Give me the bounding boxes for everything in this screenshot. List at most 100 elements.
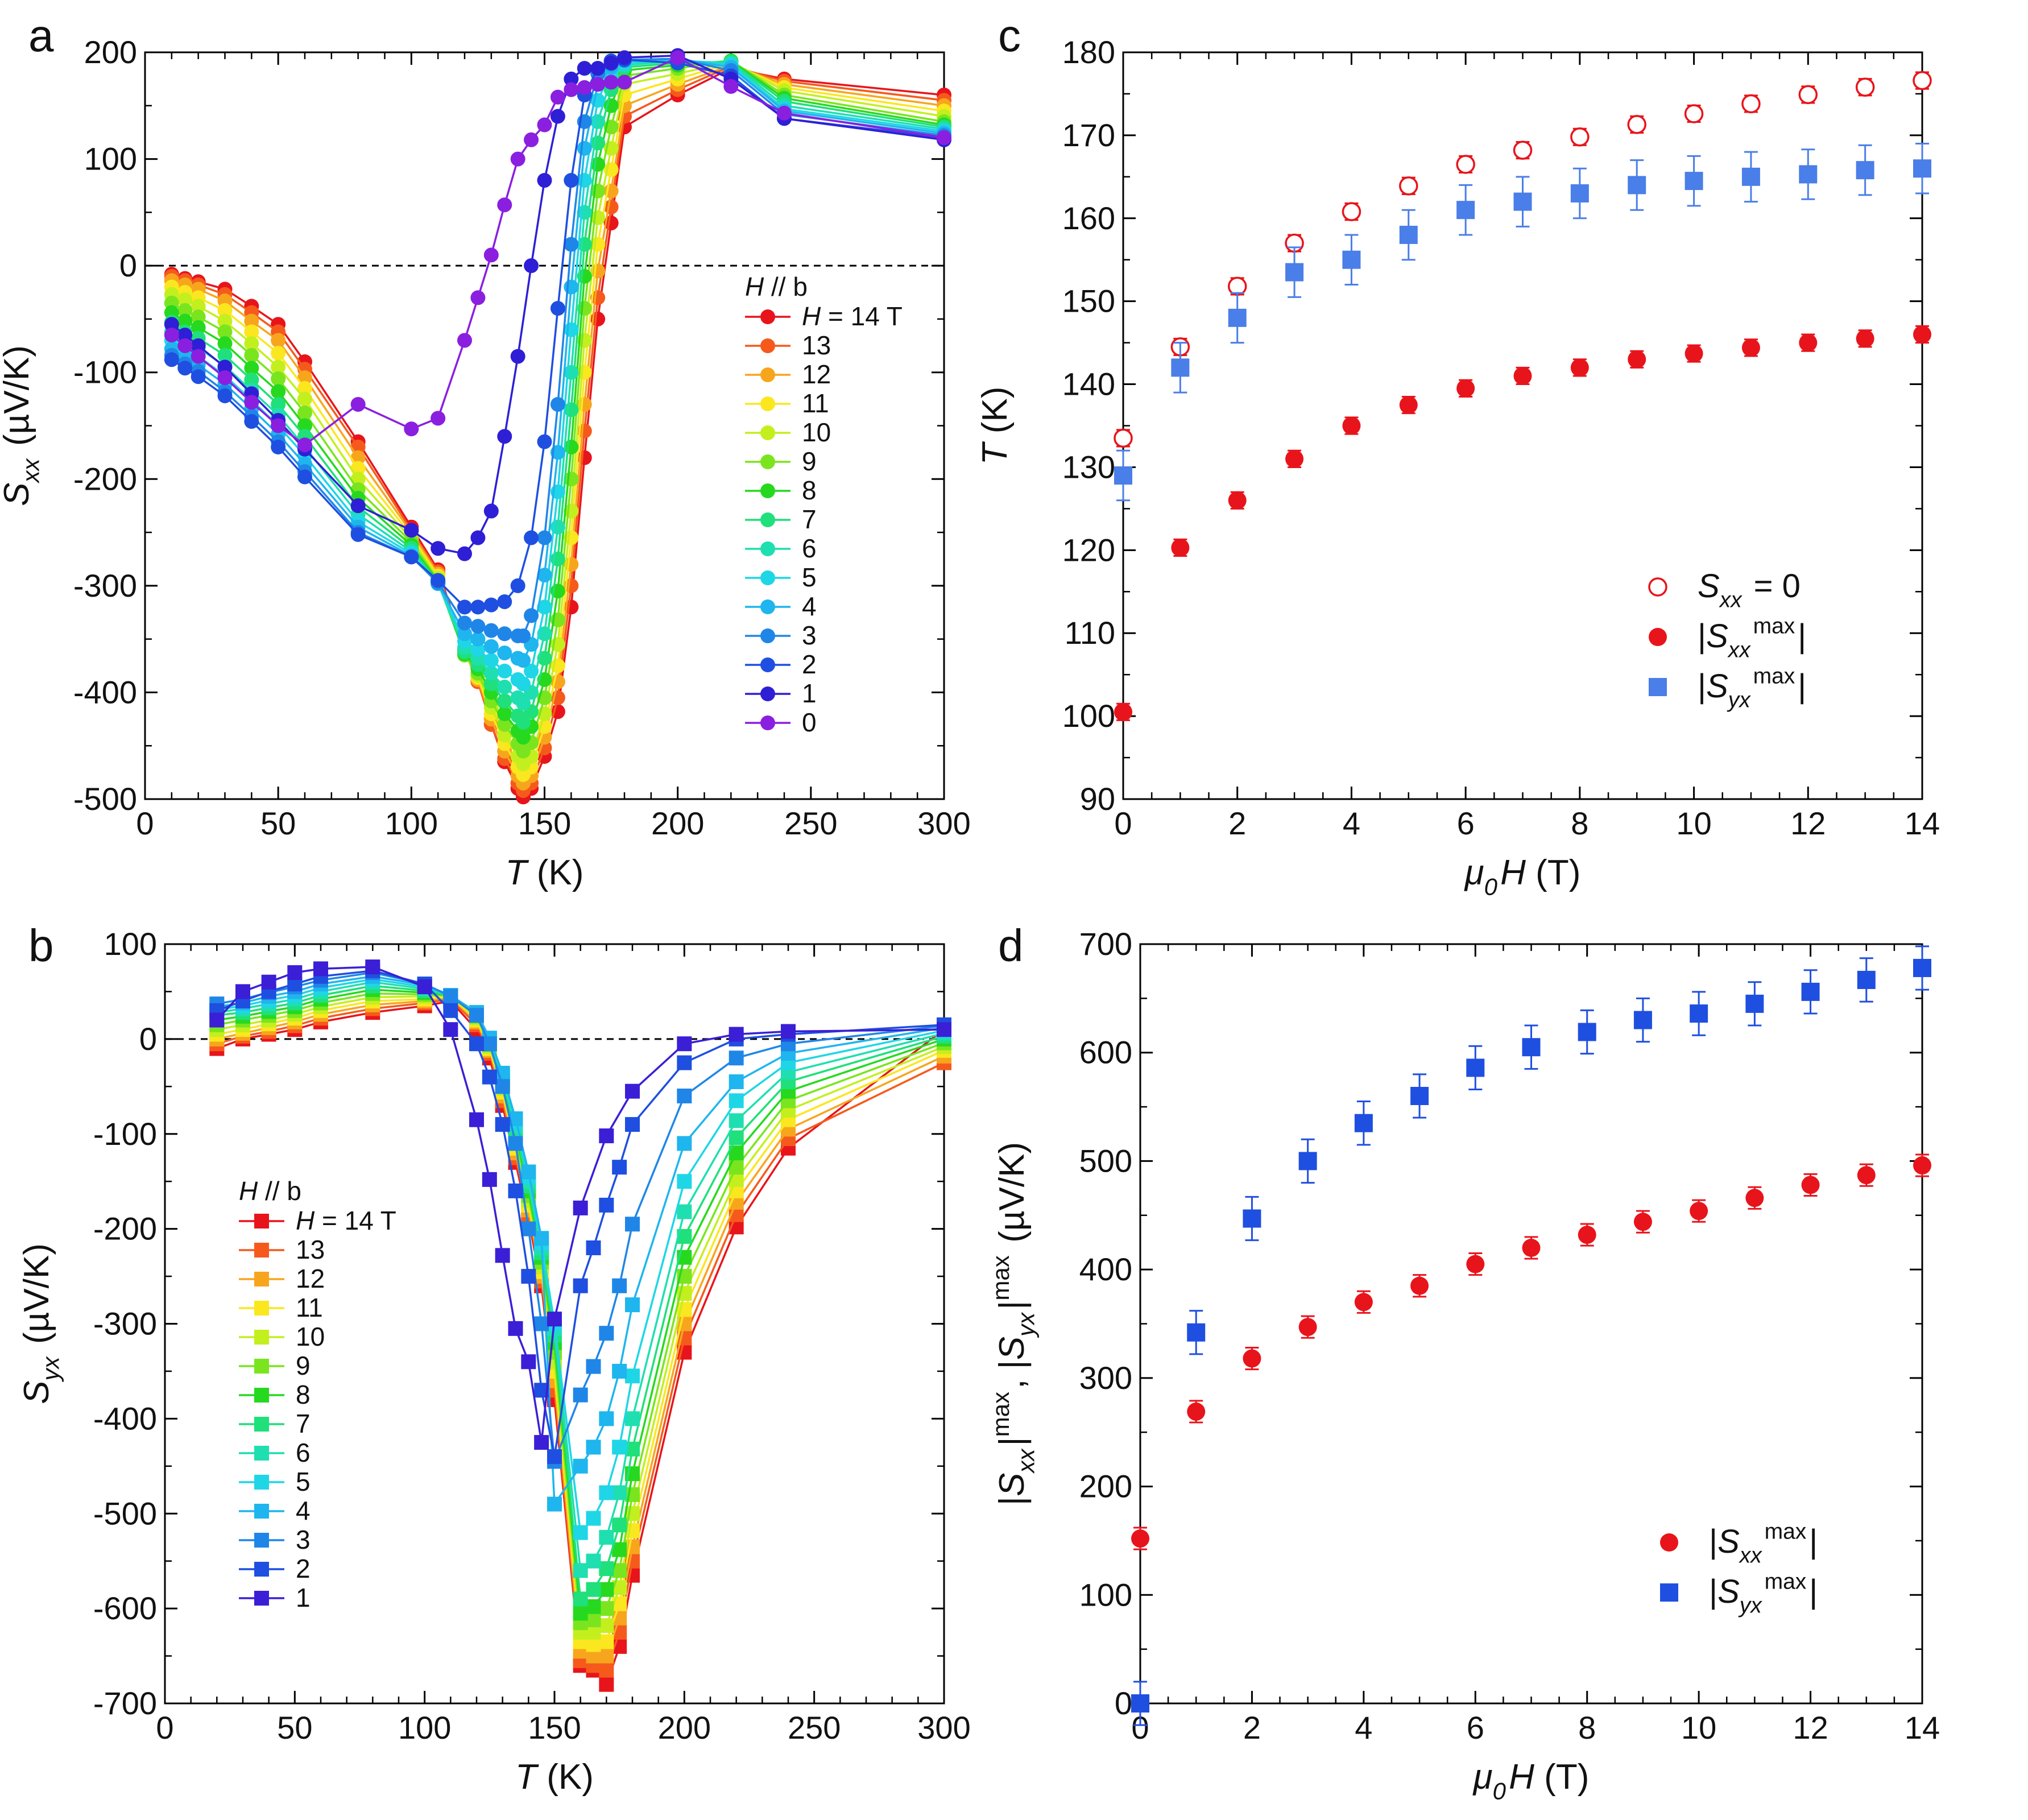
data-point xyxy=(350,396,366,412)
x-tick-label: 10 xyxy=(1676,805,1711,841)
data-point xyxy=(1513,366,1532,385)
data-point xyxy=(469,1008,484,1023)
y-axis-label-mid2: | xyxy=(992,1301,1032,1310)
data-point xyxy=(586,1359,601,1374)
data-point xyxy=(1522,1239,1541,1257)
data-point xyxy=(537,568,552,583)
series-13 xyxy=(209,959,951,1450)
data-point xyxy=(537,740,552,755)
data-point xyxy=(483,247,499,263)
y-tick-label: 100 xyxy=(1079,1577,1132,1612)
data-point xyxy=(564,71,579,86)
data-point xyxy=(599,1601,614,1616)
data-point xyxy=(1913,1156,1931,1175)
data-point xyxy=(937,130,951,146)
legend-entry: 8 xyxy=(296,1380,311,1409)
legend-entry: 1 xyxy=(296,1583,311,1612)
data-point xyxy=(564,322,579,337)
legend-marker xyxy=(760,686,775,701)
data-point xyxy=(483,623,499,638)
legend-entry: |Syx max | xyxy=(1698,664,1806,713)
data-point xyxy=(1801,982,1820,1001)
data-point xyxy=(217,348,233,363)
x-tick-label: 8 xyxy=(1571,805,1588,841)
data-point xyxy=(1456,379,1475,398)
data-point xyxy=(599,1529,614,1545)
data-point xyxy=(217,324,233,340)
x-tick-label: 4 xyxy=(1355,1710,1372,1745)
data-point xyxy=(191,369,206,384)
data-point xyxy=(1856,161,1874,180)
data-point xyxy=(271,440,286,455)
x-tick-label: 150 xyxy=(528,1710,581,1745)
data-point xyxy=(1466,1255,1485,1273)
legend-marker xyxy=(760,425,775,440)
legend-entry: 0 xyxy=(802,708,817,737)
data-point xyxy=(469,1112,484,1127)
data-point xyxy=(508,1183,523,1198)
y-axis-label-sub: yx xyxy=(38,1356,64,1383)
series-line xyxy=(217,975,945,1507)
data-point xyxy=(516,628,531,644)
legend-marker xyxy=(760,570,775,585)
data-point xyxy=(586,1624,601,1640)
data-point xyxy=(599,1582,614,1597)
data-point xyxy=(625,1083,640,1099)
data-point xyxy=(590,77,606,92)
legend-marker xyxy=(254,1591,269,1606)
legend-entry-rest: = 14 T xyxy=(314,1206,396,1235)
y-axis-label-mid: | xyxy=(992,1437,1032,1446)
data-point xyxy=(271,396,286,412)
legend-entry: 7 xyxy=(296,1409,311,1438)
data-point xyxy=(537,651,552,666)
data-point xyxy=(470,631,486,647)
data-point xyxy=(1466,1058,1485,1077)
data-point xyxy=(534,1435,549,1450)
legend-entry-sub: yx xyxy=(1738,1593,1763,1618)
data-point xyxy=(1627,115,1646,134)
y-tick-label: 110 xyxy=(1065,615,1115,651)
data-point xyxy=(1114,466,1132,485)
data-point xyxy=(1187,1402,1206,1421)
x-tick-label: 250 xyxy=(784,805,837,841)
y-axis-label-main: S xyxy=(992,1473,1032,1496)
data-point xyxy=(516,730,531,745)
y-axis-label-sub2: yx xyxy=(1013,1312,1040,1338)
y-tick-label: 0 xyxy=(139,1021,157,1057)
data-point xyxy=(431,541,446,556)
data-point xyxy=(729,1074,744,1089)
data-point xyxy=(612,1363,627,1379)
legend-entry-suffix: = 0 xyxy=(1745,568,1801,605)
data-point xyxy=(537,434,552,449)
legend-marker xyxy=(1660,1583,1678,1602)
legend-entry-sub: xx xyxy=(1727,638,1752,662)
legend-entry-h: H xyxy=(802,301,821,331)
x-tick-label: 12 xyxy=(1793,1710,1828,1745)
data-point xyxy=(271,333,286,348)
legend-title-rest: // b xyxy=(258,1176,301,1206)
data-point xyxy=(573,1200,588,1215)
data-point xyxy=(297,418,312,433)
data-point xyxy=(537,117,552,133)
data-point xyxy=(1399,225,1418,244)
data-point xyxy=(1342,250,1361,269)
y-tick-label: 300 xyxy=(1079,1360,1132,1396)
x-axis-label-italic2: H xyxy=(1500,853,1526,892)
x-axis-label: T (K) xyxy=(515,1757,594,1797)
legend-marker xyxy=(760,599,775,614)
panel-label: d xyxy=(998,920,1024,971)
x-tick-label: 2 xyxy=(1228,805,1246,841)
data-point xyxy=(164,317,179,332)
y-axis-label: |Sxx |max , |Syx |max (µV/K) xyxy=(987,1142,1040,1505)
data-point xyxy=(524,663,539,679)
panel-label: a xyxy=(28,10,54,61)
data-point xyxy=(625,1411,640,1426)
data-point xyxy=(1913,958,1931,977)
data-point xyxy=(1628,176,1646,195)
legend-entry-sup: max xyxy=(1753,614,1795,639)
data-point xyxy=(497,626,512,642)
data-point xyxy=(1690,1004,1708,1023)
data-point xyxy=(586,1240,601,1255)
y-axis-label-sup2: max xyxy=(987,1255,1014,1300)
